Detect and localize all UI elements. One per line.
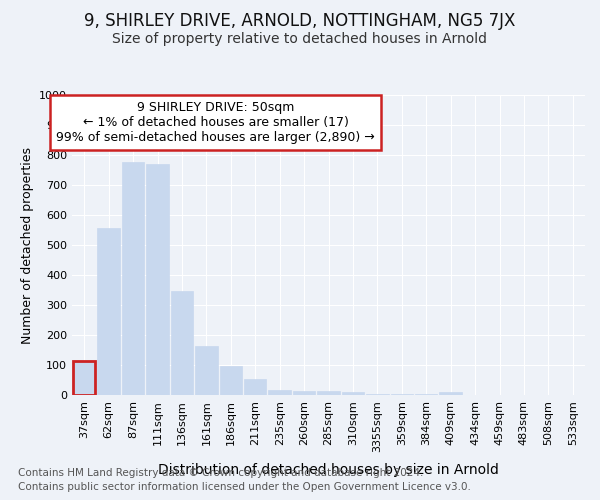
Bar bbox=[122, 162, 145, 395]
Bar bbox=[366, 394, 389, 395]
Bar bbox=[220, 366, 242, 395]
Bar bbox=[244, 380, 266, 395]
Bar bbox=[146, 164, 169, 395]
Bar bbox=[195, 346, 218, 395]
Bar bbox=[170, 290, 193, 395]
Text: Size of property relative to detached houses in Arnold: Size of property relative to detached ho… bbox=[113, 32, 487, 46]
Bar bbox=[73, 360, 95, 395]
Bar bbox=[415, 394, 437, 395]
X-axis label: Distribution of detached houses by size in Arnold: Distribution of detached houses by size … bbox=[158, 462, 499, 476]
Bar bbox=[293, 392, 316, 395]
Bar bbox=[268, 390, 291, 395]
Bar bbox=[317, 392, 340, 395]
Bar bbox=[341, 392, 364, 395]
Bar bbox=[439, 392, 462, 395]
Text: Contains public sector information licensed under the Open Government Licence v3: Contains public sector information licen… bbox=[18, 482, 471, 492]
Text: 9 SHIRLEY DRIVE: 50sqm
← 1% of detached houses are smaller (17)
99% of semi-deta: 9 SHIRLEY DRIVE: 50sqm ← 1% of detached … bbox=[56, 101, 375, 144]
Text: 9, SHIRLEY DRIVE, ARNOLD, NOTTINGHAM, NG5 7JX: 9, SHIRLEY DRIVE, ARNOLD, NOTTINGHAM, NG… bbox=[85, 12, 515, 30]
Text: Contains HM Land Registry data © Crown copyright and database right 2024.: Contains HM Land Registry data © Crown c… bbox=[18, 468, 424, 477]
Bar bbox=[97, 228, 120, 395]
Y-axis label: Number of detached properties: Number of detached properties bbox=[20, 146, 34, 344]
Bar bbox=[391, 394, 413, 395]
